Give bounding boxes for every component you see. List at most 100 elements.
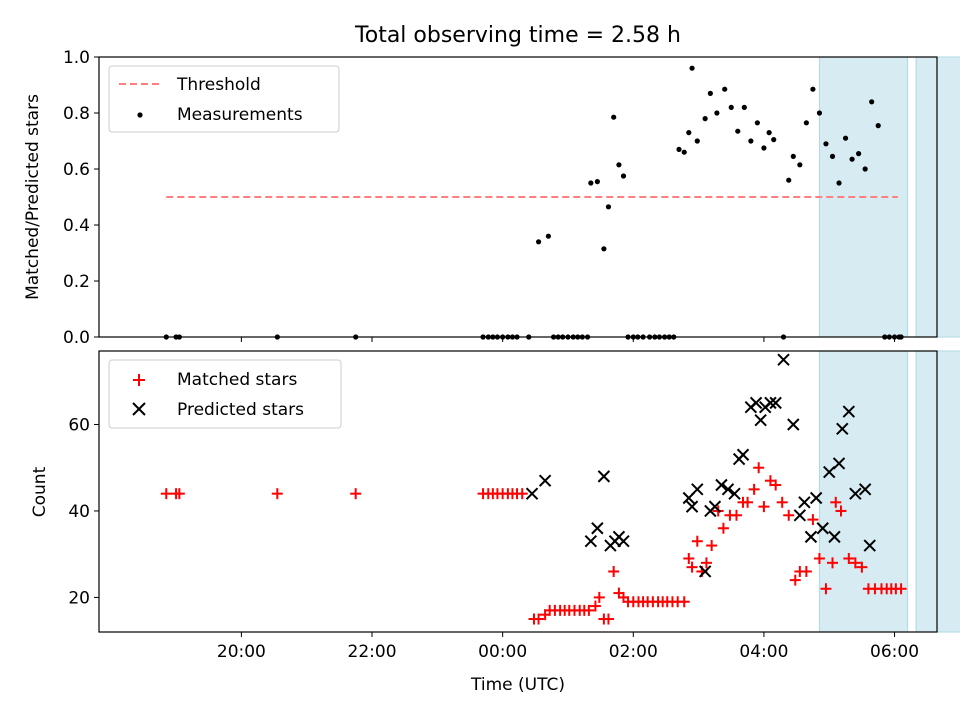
matched-star-point (770, 479, 782, 491)
measurement-point (823, 141, 829, 147)
bottom-legend: Matched stars Predicted stars (108, 359, 342, 429)
bottom-observing-windows (818, 350, 960, 633)
legend-matched-swatch (133, 374, 145, 386)
measurement-point (601, 246, 607, 252)
matched-star-point (820, 583, 832, 595)
measurement-point (728, 104, 734, 110)
matched-star-point (800, 565, 812, 577)
predicted-star-point (798, 496, 811, 509)
measurement-point (722, 86, 728, 92)
matched-star-point (830, 496, 842, 508)
top-y-axis-label: Matched/Predicted stars (23, 94, 43, 300)
x-tick-label: 22:00 (348, 642, 397, 662)
predicted-star-point (708, 500, 722, 513)
top-observing-window (915, 56, 960, 338)
legend-predicted-label: Predicted stars (177, 400, 304, 420)
measurement-point (836, 180, 842, 186)
top-legend-box (108, 65, 340, 133)
measurement-point (686, 130, 692, 136)
matched-star-point (717, 522, 729, 534)
predicted-star-point (591, 522, 604, 535)
predicted-star-point (863, 539, 876, 552)
top-x-ticks (240, 337, 896, 342)
matched-star-point (608, 565, 620, 577)
predicted-star-point (828, 530, 841, 544)
predicted-star-point (777, 353, 790, 366)
predicted-star-point (823, 465, 836, 479)
bottom-y-ticks: 20 40 60 (68, 415, 99, 608)
predicted-star-point (836, 422, 849, 436)
bottom-observing-window (915, 350, 960, 633)
x-tick-label: 04:00 (739, 642, 788, 662)
x-tick-label: 20:00 (217, 642, 266, 662)
measurement-point (856, 151, 862, 157)
top-y-tick-label: 0.0 (63, 328, 90, 348)
predicted-star-point (804, 530, 818, 544)
measurement-point (797, 162, 803, 168)
bottom-y-tick-label: 20 (68, 588, 90, 608)
matched-star-point (160, 488, 172, 500)
predicted-star-point (525, 487, 539, 500)
matched-star-point (593, 591, 605, 603)
predicted-star-point (721, 483, 735, 496)
top-y-tick-label: 0.4 (63, 216, 90, 236)
measurement-point (681, 149, 687, 155)
matched-star-point (748, 483, 760, 495)
measurement-point (588, 180, 594, 186)
predicted-star-point (849, 487, 862, 500)
matched-star-point (789, 574, 801, 586)
matched-star-point (895, 583, 907, 595)
x-tick-label: 00:00 (478, 642, 527, 662)
legend-matched-label: Matched stars (177, 370, 297, 390)
top-y-tick-label: 0.2 (63, 272, 90, 292)
measurement-point (545, 233, 551, 239)
predicted-star-point (858, 483, 872, 496)
top-axes-frame (98, 56, 938, 338)
x-tick-label: 02:00 (609, 642, 658, 662)
predicted-star-point (728, 487, 741, 500)
legend-measurements-swatch (137, 112, 143, 118)
bottom-legend-box (108, 359, 342, 429)
matched-star-point (602, 613, 614, 625)
matched-star-point (753, 462, 765, 474)
matched-star-point (271, 488, 283, 500)
measurement-point (741, 104, 747, 110)
predicted-star-point (698, 565, 712, 578)
matched-star-point (173, 488, 185, 500)
matched-star-point (856, 561, 868, 573)
measurement-point (714, 110, 720, 116)
matched-star-point (849, 557, 861, 569)
measurement-point (810, 86, 816, 92)
predicted-star-point (842, 405, 856, 418)
predicted-star-point (538, 474, 552, 487)
predicted-star-point (584, 535, 598, 548)
measurement-point (735, 128, 741, 134)
x-axis-label: Time (UTC) (470, 675, 565, 695)
predicted-star-point (809, 491, 823, 505)
matched-star-point (686, 561, 698, 573)
measurement-point (535, 239, 542, 245)
top-y-tick-label: 0.6 (63, 160, 90, 180)
matched-star-point (700, 557, 712, 569)
matched-star-point (813, 553, 825, 565)
measurement-point (766, 130, 772, 136)
matched-star-point (758, 501, 770, 513)
measurement-point (676, 146, 682, 152)
predicted-star-point (769, 396, 782, 410)
matched-star-point (730, 509, 742, 521)
predicted-star-point (816, 522, 829, 535)
top-y-tick-label: 1.0 (63, 48, 90, 68)
measurement-point (761, 145, 767, 151)
predicted-star-point (749, 396, 763, 410)
matched-star-point (691, 535, 703, 547)
matched-star-point (807, 514, 819, 526)
predicted-star-point (832, 457, 846, 470)
bottom-y-tick-label: 40 (68, 502, 90, 522)
predicted-star-point (787, 418, 800, 431)
bottom-x-ticks: 20:00 22:00 00:00 02:00 04:00 06:00 (217, 632, 919, 662)
top-legend: Threshold Measurements (108, 65, 340, 133)
measurement-point (689, 65, 695, 71)
matched-star-point (678, 596, 690, 608)
measurement-point (616, 162, 622, 168)
